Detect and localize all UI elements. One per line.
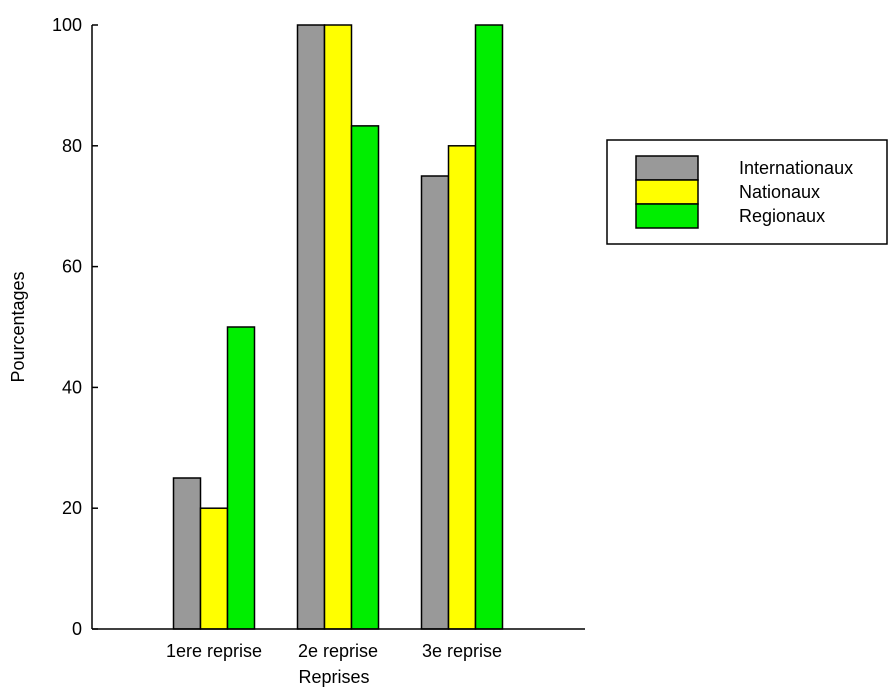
- bar-regionaux-1: [226, 326, 256, 630]
- bar-nationaux-3: [447, 145, 477, 630]
- x-axis-title: Reprises: [298, 667, 369, 687]
- bar-nationaux-1: [199, 507, 229, 630]
- x-ticks-group: 1ere reprise 2e reprise 3e reprise: [166, 641, 502, 661]
- legend-items: Internationaux Nationaux Regionaux: [635, 155, 853, 229]
- legend-label-internationaux: Internationaux: [739, 158, 853, 178]
- bar-internationaux-2: [296, 24, 326, 630]
- y-axis-title: Pourcentages: [8, 271, 28, 382]
- y-tick-label: 0: [72, 619, 82, 639]
- y-tick-label: 80: [62, 136, 82, 156]
- axes-group: [91, 25, 585, 630]
- bar-internationaux-1: [172, 477, 202, 630]
- y-ticks-group: 0 20 40 60 80 100: [52, 15, 98, 639]
- bar-internationaux-3: [420, 175, 450, 630]
- bar-regionaux-2: [350, 125, 380, 630]
- bar-regionaux-3: [474, 24, 504, 630]
- y-tick-label: 40: [62, 377, 82, 397]
- legend-swatch-regionaux: [635, 203, 699, 229]
- legend-label-nationaux: Nationaux: [739, 182, 820, 202]
- legend-label-regionaux: Regionaux: [739, 206, 825, 226]
- x-tick-label: 3e reprise: [422, 641, 502, 661]
- legend-swatch-nationaux: [635, 179, 699, 205]
- bar-nationaux-2: [323, 24, 353, 630]
- x-tick-label: 1ere reprise: [166, 641, 262, 661]
- legend-swatch-internationaux: [635, 155, 699, 181]
- legend: Internationaux Nationaux Regionaux: [606, 139, 888, 245]
- bars-group: [172, 24, 504, 630]
- y-tick-label: 20: [62, 498, 82, 518]
- y-tick-label: 60: [62, 257, 82, 277]
- x-tick-label: 2e reprise: [298, 641, 378, 661]
- y-tick-label: 100: [52, 15, 82, 35]
